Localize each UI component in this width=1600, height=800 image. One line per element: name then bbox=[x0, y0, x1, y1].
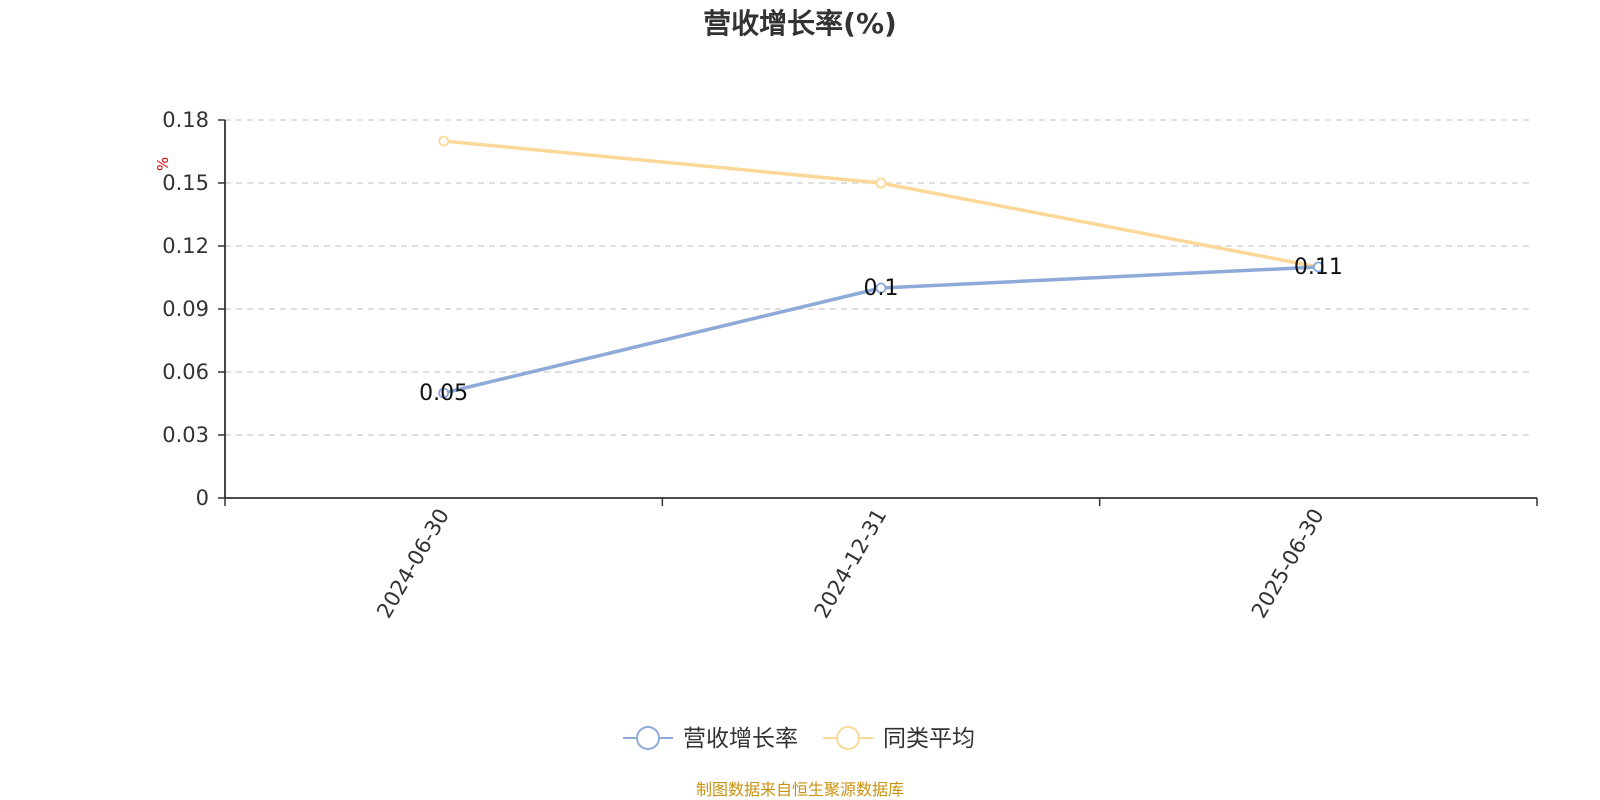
data-label: 0.1 bbox=[864, 276, 899, 301]
y-tick-label: 0.18 bbox=[162, 108, 209, 132]
series-point-2[interactable] bbox=[438, 135, 450, 147]
chart-title: 营收增长率(%) bbox=[703, 7, 897, 40]
x-tick-label: 2025-06-30 bbox=[1247, 505, 1329, 623]
series-point-1[interactable] bbox=[438, 387, 450, 399]
data-label: 0.05 bbox=[419, 381, 468, 406]
legend-marker-series-2 bbox=[836, 726, 860, 750]
x-axis-ticks: 2024-06-30 2024-12-31 2025-06-30 bbox=[224, 498, 1538, 623]
x-tick-label: 2024-06-30 bbox=[372, 505, 454, 623]
data-label: 0.11 bbox=[1294, 255, 1343, 280]
legend-label-series-2: 同类平均 bbox=[883, 726, 975, 752]
y-tick-label: 0.09 bbox=[162, 297, 209, 321]
y-tick-label: 0.15 bbox=[162, 171, 209, 195]
x-tick-label: 2024-12-31 bbox=[810, 505, 892, 623]
series-layer bbox=[438, 135, 1324, 399]
source-note: 制图数据来自恒生聚源数据库 bbox=[696, 780, 904, 799]
series-line-2 bbox=[443, 139, 1319, 269]
y-axis-ticks: 0 0.03 0.06 0.09 0.12 0.15 0.18 bbox=[162, 108, 225, 510]
y-axis-unit: % bbox=[154, 157, 172, 171]
series-point-1[interactable] bbox=[875, 282, 887, 294]
y-tick-label: 0 bbox=[196, 486, 209, 510]
legend-label-series-1: 营收增长率 bbox=[683, 726, 798, 752]
data-labels: 0.05 0.1 0.11 bbox=[419, 255, 1343, 406]
series-point-2[interactable] bbox=[875, 177, 887, 189]
legend-marker-series-1 bbox=[636, 726, 660, 750]
y-tick-label: 0.03 bbox=[162, 423, 209, 447]
series-point-1[interactable] bbox=[1312, 261, 1324, 273]
legend[interactable]: 营收增长率 同类平均 bbox=[623, 726, 975, 752]
y-tick-label: 0.06 bbox=[162, 360, 209, 384]
legend-item-series-2[interactable]: 同类平均 bbox=[823, 726, 975, 752]
legend-item-series-1[interactable]: 营收增长率 bbox=[623, 726, 798, 752]
y-tick-label: 0.12 bbox=[162, 234, 209, 258]
